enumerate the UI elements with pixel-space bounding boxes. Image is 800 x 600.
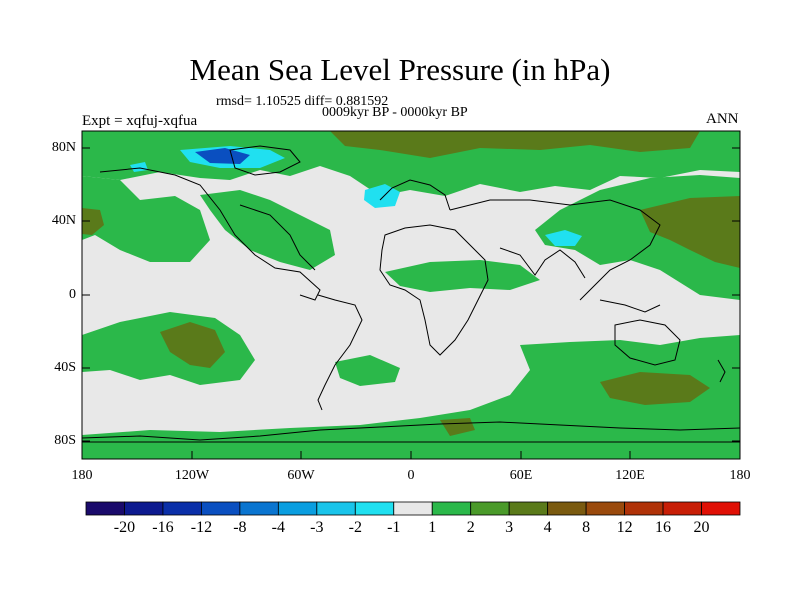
lon-label-120e: 120E: [615, 468, 645, 483]
colorbar-label: 2: [466, 519, 475, 536]
greenland-blue: [195, 148, 250, 164]
colorbar-swatch: [624, 501, 664, 516]
colorbar-swatch: [239, 501, 279, 516]
stats-label: rmsd= 1.10525 diff= 0.881592: [216, 94, 389, 109]
season-label: ANN: [706, 111, 739, 127]
colorbar-swatch: [277, 501, 318, 516]
colorbar-swatch: [162, 501, 202, 516]
experiment-label: Expt = xqfuj-xqfua: [82, 113, 198, 129]
lat-label-80n: 80N: [51, 140, 76, 155]
lat-label-40s: 40S: [54, 360, 76, 375]
colorbar-label: -20: [113, 519, 136, 536]
antarctic-olive: [440, 418, 475, 436]
colorbar-label: -12: [190, 519, 213, 536]
colorbar-swatch: [547, 501, 587, 516]
lon-label-60e: 60E: [509, 468, 533, 483]
arctic-olive: [330, 131, 700, 158]
colorbar-swatch: [124, 501, 164, 516]
colorbar-label: 16: [655, 519, 672, 536]
colorbar-swatch: [316, 501, 356, 516]
lon-label-120w: 120W: [174, 468, 210, 483]
colorbar-swatch: [85, 501, 125, 516]
colorbar-swatch: [508, 501, 549, 516]
map-field: [82, 131, 740, 459]
colorbar-swatch: [701, 501, 741, 516]
colorbar-label: -4: [271, 519, 285, 536]
lon-label-0: 0: [407, 468, 415, 483]
colorbar: [85, 501, 741, 516]
colorbar-label: 20: [693, 519, 710, 536]
lat-label-40n: 40N: [51, 213, 76, 228]
north-america-green: [200, 190, 335, 270]
southern-ocean-green: [82, 335, 740, 459]
iceland-cyan: [364, 184, 400, 208]
colorbar-swatch: [354, 501, 395, 516]
south-atlantic-green: [335, 355, 400, 386]
coastlines: [82, 145, 740, 441]
colorbar-swatch: [662, 501, 702, 516]
lat-label-0: 0: [69, 287, 76, 302]
colorbar-label: -1: [387, 519, 401, 536]
pacific-west-olive: [82, 208, 104, 235]
north-pacific-green: [82, 176, 210, 262]
axis-ticks: [81, 147, 741, 459]
arctic-green-band: [82, 131, 740, 196]
south-pacific-olive: [160, 322, 225, 368]
africa-green-band: [385, 260, 540, 292]
colorbar-label: 1: [428, 519, 437, 536]
chart-title: Mean Sea Level Pressure (in hPa): [189, 52, 611, 87]
lon-label-60w: 60W: [287, 468, 315, 483]
colorbar-swatch: [585, 501, 625, 516]
colorbar-swatch: [393, 501, 433, 516]
colorbar-label: 4: [543, 519, 552, 536]
asia-olive: [640, 196, 740, 268]
colorbar-label: 12: [616, 519, 633, 536]
south-indian-olive: [600, 372, 710, 405]
colorbar-label: -8: [233, 519, 247, 536]
tibet-cyan: [545, 230, 582, 246]
lon-label-180w: 180: [71, 468, 93, 483]
period-label: 0009kyr BP - 0000kyr BP: [322, 105, 468, 120]
colorbar-label: -3: [310, 519, 324, 536]
colorbar-label: 3: [505, 519, 514, 536]
colorbar-label: -2: [348, 519, 362, 536]
colorbar-swatch: [201, 501, 241, 516]
lat-label-80s: 80S: [54, 433, 76, 448]
colorbar-swatch: [431, 501, 472, 516]
arctic-cyan-spot: [130, 162, 148, 172]
colorbar-label: 8: [582, 519, 591, 536]
colorbar-swatch: [470, 501, 510, 516]
lon-label-180e: 180: [729, 468, 751, 483]
colorbar-label: -16: [152, 519, 174, 536]
